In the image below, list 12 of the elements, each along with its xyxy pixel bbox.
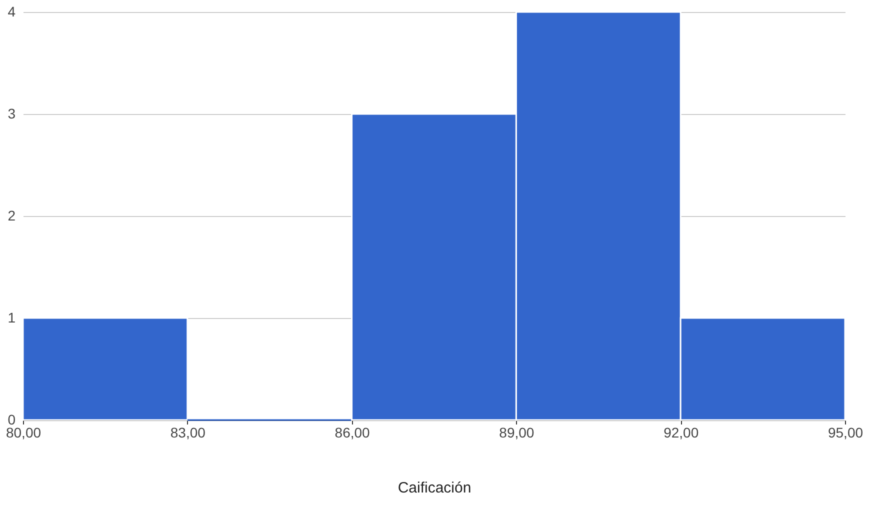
- y-tick-label: 0: [8, 412, 16, 428]
- x-tick-label: 83,00: [170, 424, 206, 440]
- x-tick-label: 80,00: [6, 424, 42, 440]
- x-tick-label: 95,00: [828, 424, 864, 440]
- x-tick-label: 86,00: [334, 424, 370, 440]
- x-axis-title: Caificación: [398, 480, 472, 496]
- y-tick-label: 2: [8, 208, 16, 224]
- y-tick-label: 4: [8, 4, 16, 20]
- y-tick-label: 3: [8, 106, 16, 122]
- y-tick-label: 1: [8, 310, 16, 326]
- x-tick-label: 89,00: [499, 424, 534, 440]
- x-tick-label: 92,00: [664, 424, 699, 440]
